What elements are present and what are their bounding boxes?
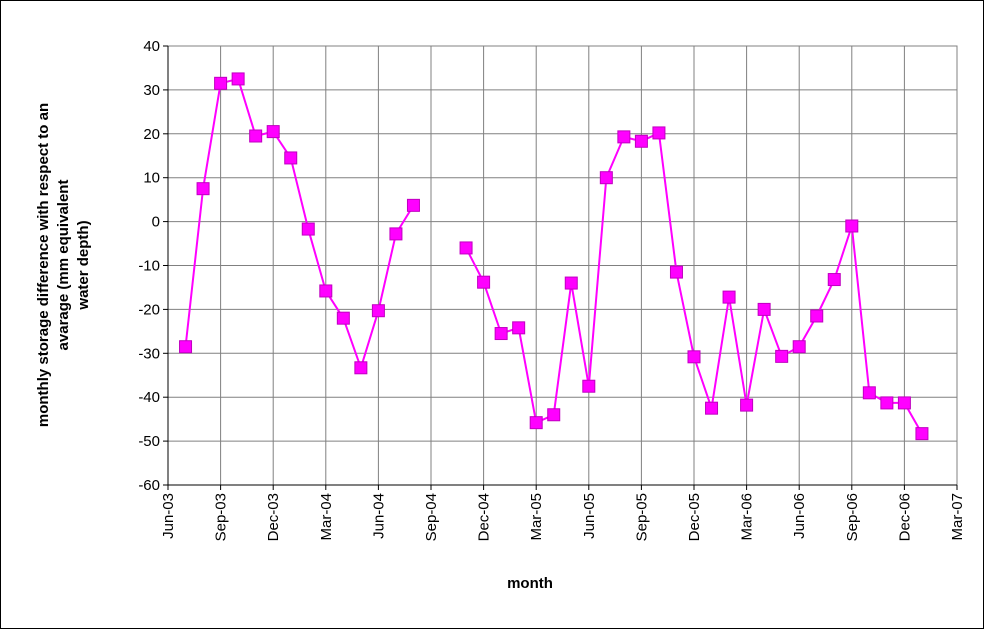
x-tick-label: Dec-03: [265, 493, 282, 541]
data-point: [775, 349, 789, 363]
data-point: [336, 311, 350, 325]
x-tick-label: Sep-03: [213, 493, 230, 541]
x-axis-title: month: [507, 575, 553, 592]
data-point: [301, 222, 315, 236]
y-tick-label: 0: [152, 214, 160, 231]
data-point: [459, 241, 473, 255]
data-point: [915, 427, 929, 441]
data-point: [897, 396, 911, 410]
data-point: [179, 340, 193, 354]
y-axis-title: monthly storage difference with respect …: [35, 103, 52, 427]
data-point: [214, 76, 228, 90]
data-point: [722, 290, 736, 304]
x-tick-label: Mar-04: [318, 493, 335, 541]
x-tick-label: Jun-05: [581, 493, 598, 539]
data-point: [810, 309, 824, 323]
x-tick-label: Sep-06: [844, 493, 861, 541]
data-point: [599, 171, 613, 185]
x-tick-label: Dec-04: [476, 493, 493, 541]
data-point: [547, 408, 561, 422]
y-tick-label: -30: [138, 345, 160, 362]
data-point: [406, 198, 420, 212]
data-point: [564, 276, 578, 290]
data-point: [354, 361, 368, 375]
data-point: [266, 125, 280, 139]
x-tick-label: Mar-07: [949, 493, 966, 541]
x-tick-label: Sep-05: [633, 493, 650, 541]
data-point: [862, 386, 876, 400]
data-point: [196, 182, 210, 196]
data-point: [652, 126, 666, 140]
data-point: [687, 350, 701, 364]
y-axis-title: water depth): [75, 220, 92, 310]
y-tick-label: -10: [138, 258, 160, 275]
data-point: [582, 379, 596, 393]
data-point: [371, 304, 385, 318]
x-tick-label: Mar-06: [739, 493, 756, 541]
data-point: [669, 265, 683, 279]
data-point: [845, 219, 859, 233]
data-point: [880, 396, 894, 410]
data-point: [477, 275, 491, 289]
y-tick-label: 10: [143, 170, 160, 187]
data-point: [792, 340, 806, 354]
x-tick-label: Jun-04: [370, 493, 387, 539]
data-point: [512, 321, 526, 335]
y-tick-label: 40: [143, 38, 160, 55]
y-tick-label: -20: [138, 301, 160, 318]
data-point: [827, 273, 841, 287]
data-point: [249, 129, 263, 143]
y-tick-label: 30: [143, 82, 160, 99]
x-tick-label: Dec-05: [686, 493, 703, 541]
data-point: [319, 284, 333, 298]
data-point: [284, 151, 298, 165]
data-point: [231, 72, 245, 86]
y-tick-label: -40: [138, 389, 160, 406]
x-tick-label: Mar-05: [528, 493, 545, 541]
data-point: [634, 134, 648, 148]
y-tick-label: -60: [138, 477, 160, 494]
y-tick-label: -50: [138, 433, 160, 450]
x-tick-label: Sep-04: [423, 493, 440, 541]
x-tick-label: Dec-06: [896, 493, 913, 541]
x-tick-label: Jun-06: [791, 493, 808, 539]
x-tick-label: Jun-03: [160, 493, 177, 539]
data-point: [529, 416, 543, 430]
data-point: [740, 398, 754, 412]
y-tick-label: 20: [143, 126, 160, 143]
data-point: [705, 401, 719, 415]
data-point: [617, 130, 631, 144]
data-point: [494, 327, 508, 341]
y-axis-title: avarage (mm equivalent: [55, 180, 72, 351]
data-point: [389, 227, 403, 241]
data-point: [757, 302, 771, 316]
